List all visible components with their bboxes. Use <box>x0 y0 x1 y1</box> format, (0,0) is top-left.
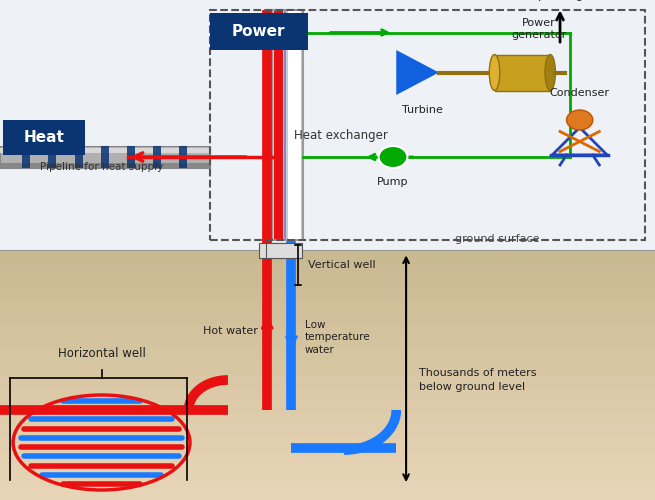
FancyBboxPatch shape <box>210 12 308 50</box>
Bar <box>210 10 645 240</box>
Text: Thousands of meters
below ground level: Thousands of meters below ground level <box>419 368 536 392</box>
Bar <box>0 375 655 388</box>
Text: Pipeline for heat supply: Pipeline for heat supply <box>40 162 163 172</box>
Bar <box>0 325 655 338</box>
Bar <box>0 146 210 168</box>
Bar <box>274 11 283 239</box>
Bar <box>0 148 210 153</box>
Text: ground surface: ground surface <box>455 234 540 244</box>
Bar <box>266 242 302 258</box>
Text: Heat: Heat <box>24 130 64 144</box>
Bar <box>0 400 655 412</box>
Bar <box>0 262 655 275</box>
Bar <box>0 338 655 350</box>
Text: To power grid: To power grid <box>523 0 597 1</box>
Ellipse shape <box>489 54 500 90</box>
Bar <box>48 146 56 168</box>
Bar <box>0 475 655 488</box>
Text: Low
temperature
water: Low temperature water <box>305 320 370 355</box>
Bar <box>0 300 655 312</box>
Bar <box>0 388 655 400</box>
Bar <box>127 146 135 168</box>
Bar <box>0 412 655 425</box>
Bar <box>0 275 655 287</box>
Text: Turbine: Turbine <box>402 105 443 115</box>
Bar <box>153 146 161 168</box>
Ellipse shape <box>545 54 555 90</box>
Bar <box>0 250 655 262</box>
Text: Vertical well: Vertical well <box>308 260 375 270</box>
Text: Hot water: Hot water <box>202 326 257 336</box>
Bar <box>0 462 655 475</box>
Bar <box>288 11 301 239</box>
Bar <box>22 146 30 168</box>
Bar <box>0 163 210 168</box>
Bar <box>0 362 655 375</box>
Text: Heat exchanger: Heat exchanger <box>293 128 388 141</box>
Text: Horizontal well: Horizontal well <box>58 347 145 360</box>
Circle shape <box>567 110 593 130</box>
Bar <box>272 10 303 240</box>
Bar <box>495 54 550 90</box>
Bar <box>179 146 187 168</box>
Text: Pump: Pump <box>377 177 409 187</box>
FancyBboxPatch shape <box>3 120 85 155</box>
Bar <box>0 288 655 300</box>
Polygon shape <box>396 50 439 95</box>
Bar <box>0 425 655 438</box>
Bar <box>101 146 109 168</box>
Bar <box>259 242 295 258</box>
Bar <box>0 0 655 250</box>
Text: Power
generator: Power generator <box>511 18 567 40</box>
Bar <box>284 11 286 239</box>
Text: Power: Power <box>232 24 286 38</box>
Bar <box>0 488 655 500</box>
Bar <box>0 438 655 450</box>
Text: Condenser: Condenser <box>550 88 610 98</box>
Bar <box>0 450 655 462</box>
Bar <box>75 146 83 168</box>
Bar <box>0 350 655 362</box>
Bar <box>0 312 655 325</box>
Circle shape <box>379 146 407 168</box>
